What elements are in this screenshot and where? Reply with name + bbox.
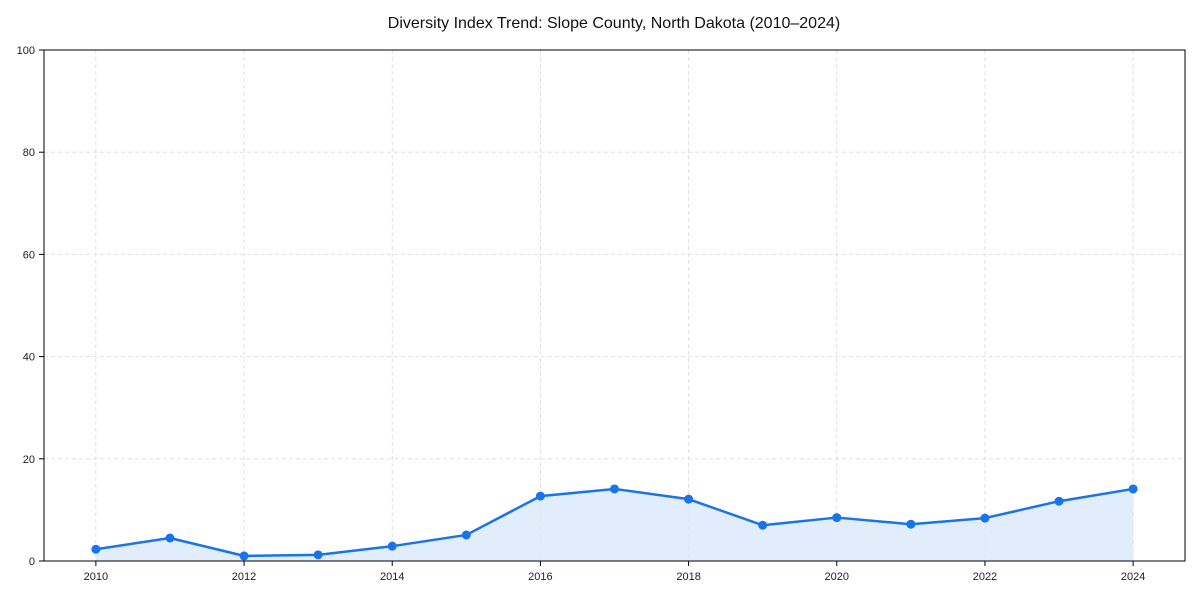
y-tick-label: 80 xyxy=(23,147,35,159)
area-fill xyxy=(95,488,1134,561)
grid-lines xyxy=(44,50,1185,561)
data-point-marker xyxy=(313,550,323,560)
x-tick-label: 2012 xyxy=(232,571,256,583)
data-point-marker xyxy=(832,513,842,523)
x-tick-label: 2016 xyxy=(528,571,552,583)
data-point-marker xyxy=(461,530,471,540)
x-tick-label: 2022 xyxy=(973,571,997,583)
y-tick-label: 40 xyxy=(23,352,35,364)
x-tick-label: 2020 xyxy=(825,571,849,583)
data-markers xyxy=(91,484,1138,561)
data-point-marker xyxy=(906,519,916,529)
data-point-marker xyxy=(758,520,768,530)
y-tick-label: 100 xyxy=(17,45,35,57)
y-tick-label: 60 xyxy=(23,249,35,261)
x-tick-label: 2014 xyxy=(380,571,404,583)
data-point-marker xyxy=(91,544,101,554)
data-point-marker xyxy=(387,541,397,551)
data-point-marker xyxy=(535,491,545,501)
data-point-marker xyxy=(980,513,990,523)
data-point-marker xyxy=(684,494,694,504)
data-point-marker xyxy=(1128,484,1138,494)
x-tick-label: 2010 xyxy=(84,571,108,583)
x-axis: 2010 2012 2014 2016 2018 2020 2022 2024 xyxy=(84,561,1145,583)
y-tick-label: 0 xyxy=(29,556,35,568)
series-area xyxy=(95,488,1134,561)
x-tick-label: 2018 xyxy=(676,571,700,583)
data-point-marker xyxy=(610,484,619,494)
y-axis: 0 20 40 60 80 100 xyxy=(17,45,44,568)
chart-title: Diversity Index Trend: Slope County, Nor… xyxy=(388,15,840,32)
data-point-marker xyxy=(239,551,249,561)
plot-area-frame xyxy=(43,49,1186,562)
x-tick-label: 2024 xyxy=(1121,571,1145,583)
y-tick-label: 20 xyxy=(23,454,35,466)
data-point-marker xyxy=(1054,496,1064,506)
data-point-marker xyxy=(165,533,175,543)
